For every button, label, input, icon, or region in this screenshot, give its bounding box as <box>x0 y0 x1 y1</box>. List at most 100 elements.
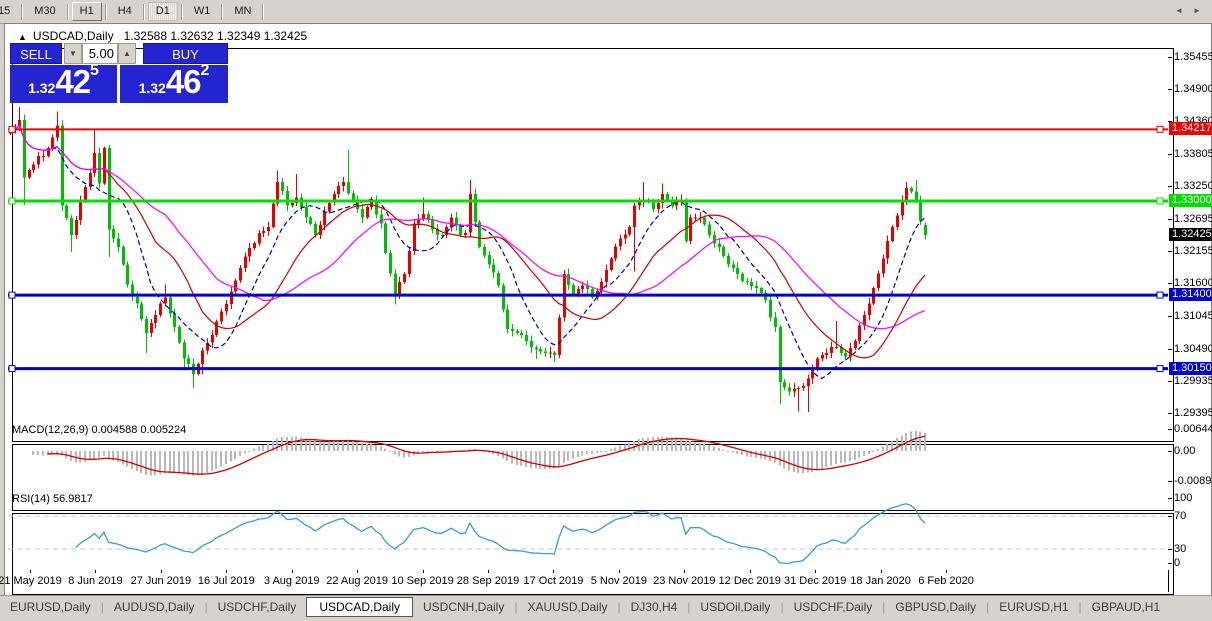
macd-tick-label: 0.00 <box>1174 445 1196 457</box>
price-line-badge: 1.34217 <box>1169 122 1212 136</box>
timeframe-button-d1[interactable]: D1 <box>147 2 178 21</box>
bullish-wicks <box>10 106 907 413</box>
price-tick-label: 1.32695 <box>1174 212 1212 225</box>
tabs-scroll-left-icon[interactable]: ◄ <box>1175 6 1183 15</box>
symbol-tab-eurusd-h1[interactable]: EURUSD,H1 <box>999 600 1069 614</box>
price-chart-canvas[interactable] <box>8 25 1168 417</box>
date-label: 6 Feb 2020 <box>918 575 974 587</box>
hline-handle-right[interactable] <box>1156 197 1164 205</box>
chart-ohlc-readout: 1.32588 1.32632 1.32349 1.32425 <box>123 29 308 43</box>
symbol-tab-usdchf-daily[interactable]: USDCHF,Daily <box>217 600 297 614</box>
price-tick-mark <box>1168 218 1172 220</box>
price-tick-mark <box>1168 89 1172 91</box>
buy-button[interactable]: BUY <box>143 43 228 64</box>
volume-input[interactable]: 5.00 <box>82 43 118 64</box>
symbol-tab-xauusd-daily[interactable]: XAUUSD,Daily <box>527 600 608 614</box>
tab-separator: | <box>514 600 518 614</box>
symbol-tab-eurusd-daily[interactable]: EURUSD,Daily <box>10 600 91 614</box>
timeframe-button-15[interactable]: 15 <box>0 5 11 17</box>
date-tick-mark <box>291 570 293 573</box>
symbol-tab-usdchf-daily[interactable]: USDCHF,Daily <box>793 600 873 614</box>
sell-button[interactable]: SELL <box>10 43 62 64</box>
rsi-label: RSI(14) 56.9817 <box>12 493 93 505</box>
timeframe-button-m30[interactable]: M30 <box>34 5 56 17</box>
date-tick-mark <box>226 570 228 573</box>
macd-tick-mark <box>1168 451 1172 452</box>
symbol-tab-gbpaud-h1[interactable]: GBPAUD,H1 <box>1091 600 1161 614</box>
price-tick-label: 1.32155 <box>1174 244 1212 257</box>
timeframe-button-h4[interactable]: H4 <box>117 5 132 17</box>
hline-handle-right[interactable] <box>1156 365 1164 373</box>
date-tick-mark <box>95 570 97 573</box>
rsi-canvas[interactable] <box>8 490 1168 570</box>
timeframe-button-mn[interactable]: MN <box>234 5 252 17</box>
symbol-tab-usdcad-daily[interactable]: USDCAD,Daily <box>306 597 413 617</box>
price-tick-label: 1.34900 <box>1174 83 1212 96</box>
date-tick-mark <box>357 570 359 573</box>
current-price-badge: 1.32425 <box>1169 227 1212 241</box>
bullish-candles <box>9 119 908 392</box>
tab-separator: | <box>687 600 691 614</box>
symbol-tab-dj30-h4[interactable]: DJ30,H4 <box>630 600 678 614</box>
price-tick-mark <box>1168 56 1172 58</box>
macd-tick-mark <box>1168 481 1172 483</box>
tab-separator: | <box>882 600 886 614</box>
price-tick-label: 1.29395 <box>1174 407 1212 420</box>
timeframe-button-h1[interactable]: H1 <box>71 2 102 21</box>
date-tick-mark <box>749 570 751 573</box>
date-tick-mark <box>488 570 489 573</box>
hline-handle-right[interactable] <box>1156 291 1164 299</box>
symbol-tab-usdoil-daily[interactable]: USDOil,Daily <box>700 600 771 614</box>
symbol-tab-bar: EURUSD,Daily | AUDUSD,Daily | USDCHF,Daily US… <box>0 595 1212 618</box>
price-tick-label: 1.31600 <box>1174 277 1212 290</box>
hline-handle-left[interactable] <box>8 125 16 133</box>
timeframe-toolbar: 15 M30 H1 H4 D1 W1 MN <box>0 0 1212 24</box>
sell-price-sup: 5 <box>90 62 99 79</box>
hline-handle-right[interactable] <box>1156 125 1164 133</box>
rsi-pane <box>12 513 1174 595</box>
date-label: 12 Dec 2019 <box>718 575 781 587</box>
date-tick-mark <box>422 570 424 573</box>
volume-up-icon[interactable]: ▲ <box>118 43 136 64</box>
collapse-arrow-icon[interactable]: ▲ <box>18 32 27 42</box>
macd-canvas[interactable] <box>8 421 1168 486</box>
tab-separator: | <box>100 600 104 614</box>
toolbar-separator <box>104 3 107 20</box>
sell-price-display[interactable]: 1.32425 <box>10 62 117 103</box>
date-tick-mark <box>946 570 948 573</box>
hline-handle-left[interactable] <box>8 291 16 299</box>
price-tick-mark <box>1168 315 1172 317</box>
buy-price-big: 46 <box>165 63 202 100</box>
tabs-scroll-right-icon[interactable]: ► <box>1193 6 1201 15</box>
macd-label: MACD(12,26,9) 0.004588 0.005224 <box>12 424 187 436</box>
date-label: 27 Jun 2019 <box>130 575 192 587</box>
date-label: 18 Jan 2020 <box>850 575 911 587</box>
ma-34-line <box>9 124 926 330</box>
symbol-tab-gbpusd-daily[interactable]: GBPUSD,Daily <box>895 600 977 614</box>
tab-separator: | <box>1078 600 1082 614</box>
price-tick-label: 1.30490 <box>1174 342 1212 355</box>
price-tick-label: 1.31045 <box>1174 309 1212 322</box>
ma-21-line <box>9 124 926 359</box>
hline-handle-left[interactable] <box>8 365 16 373</box>
rsi-tick-label: 0 <box>1174 557 1181 569</box>
buy-price-sup: 2 <box>200 62 210 79</box>
buy-price-prefix: 1.32 <box>138 80 166 96</box>
symbol-tab-usdcnh-daily[interactable]: USDCNH,Daily <box>423 600 505 614</box>
chart-symbol-label: USDCAD,Daily <box>32 29 114 43</box>
symbol-tab-audusd-daily[interactable]: AUDUSD,Daily <box>113 600 195 614</box>
date-tick-mark <box>160 570 162 573</box>
date-label: 16 Jul 2019 <box>197 575 255 587</box>
timeframe-button-w1[interactable]: W1 <box>193 5 211 17</box>
volume-down-icon[interactable]: ▼ <box>64 43 82 64</box>
buy-price-display[interactable]: 1.32462 <box>120 62 228 103</box>
date-label: 28 Sep 2019 <box>456 575 520 587</box>
rsi-line <box>75 503 926 565</box>
date-label: 23 Nov 2019 <box>653 575 716 587</box>
hline-handle-left[interactable] <box>8 197 16 205</box>
macd-tick-label: 0.006448 <box>1174 423 1212 436</box>
price-tick-mark <box>1168 250 1172 252</box>
price-line-badge: 1.33000 <box>1169 194 1212 207</box>
tab-separator: | <box>986 600 990 614</box>
